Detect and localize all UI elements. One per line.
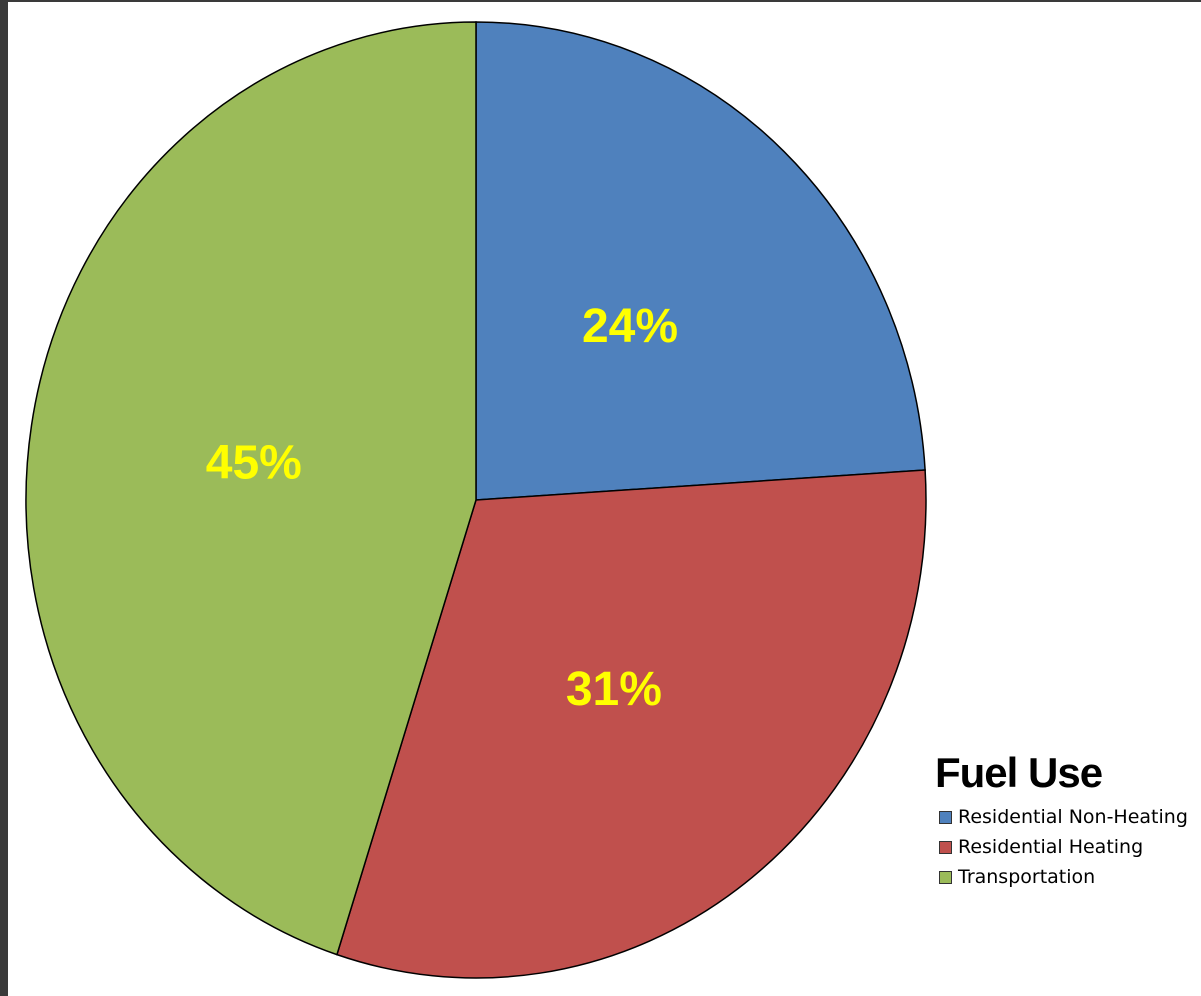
legend-swatch-transportation: [939, 870, 952, 884]
legend-item-transportation: Transportation: [935, 862, 1201, 892]
left-border: [0, 0, 8, 996]
top-border: [0, 0, 1201, 2]
legend-label: Transportation: [958, 866, 1096, 889]
legend-item-residential-heating: Residential Heating: [935, 832, 1201, 862]
legend-swatch-residential-heating: [939, 840, 952, 854]
legend: Fuel Use Residential Non-Heating Residen…: [935, 749, 1201, 892]
pie-slice-transportation: [25, 21, 477, 956]
data-label-residential-non-heating: 24%: [582, 300, 678, 353]
legend-item-residential-non-heating: Residential Non-Heating: [935, 802, 1201, 832]
legend-label: Residential Heating: [958, 836, 1144, 859]
legend-label: Residential Non-Heating: [958, 806, 1188, 829]
legend-swatch-residential-non-heating: [939, 810, 952, 824]
pie-slice-residential-heating: [336, 469, 927, 979]
data-label-residential-heating: 31%: [566, 663, 662, 716]
pie-slice-residential-non-heating: [475, 21, 926, 501]
data-label-transportation: 45%: [206, 437, 302, 490]
legend-title: Fuel Use: [935, 749, 1103, 796]
